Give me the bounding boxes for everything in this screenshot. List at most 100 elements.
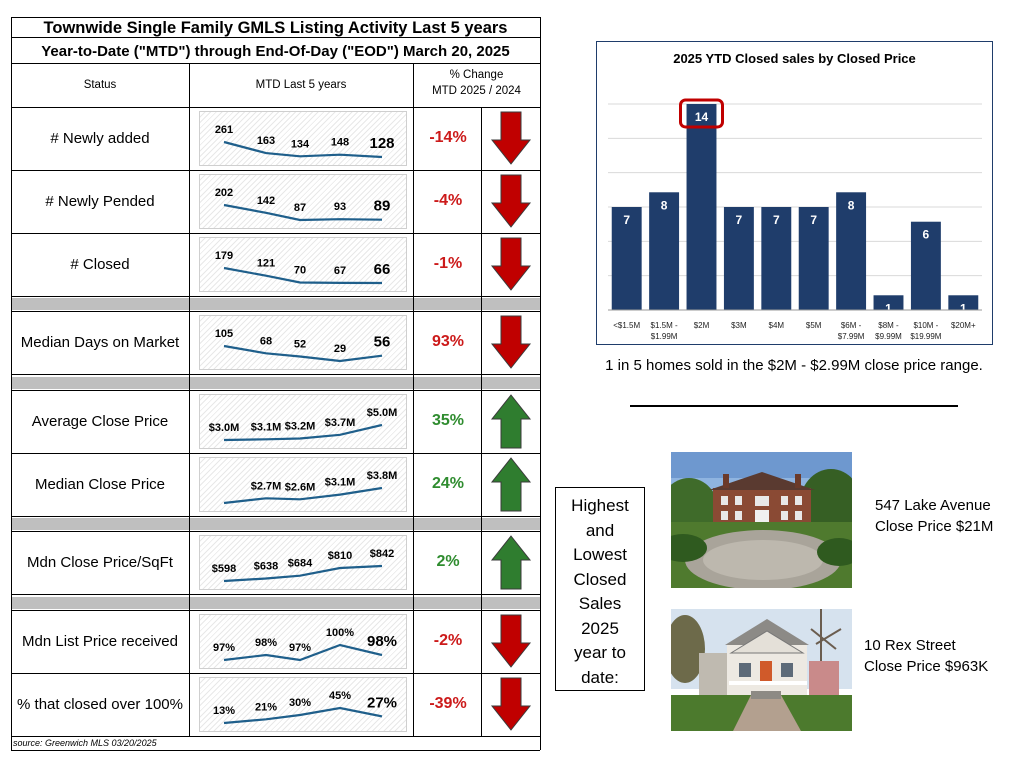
section-separator (11, 518, 540, 530)
lowest-price: Close Price $963K (864, 658, 989, 675)
table-rule (11, 311, 540, 312)
sparkline-trend (223, 643, 383, 662)
highlight-box-line: Sales (578, 594, 622, 613)
chart-bar (611, 207, 642, 310)
sparkline-value-label: 261 (215, 124, 233, 136)
up-arrow-icon (481, 390, 541, 453)
sparkline-value-label: $2.6M (285, 481, 316, 493)
sparkline-trend (223, 266, 383, 285)
sparkline: $3.0M $3.1M $3.2M $3.7M $5.0M (199, 394, 407, 449)
listing-activity-table: Townwide Single Family GMLS Listing Acti… (11, 17, 541, 751)
lowest-address: 10 Rex Street (864, 637, 956, 654)
down-arrow-icon (481, 233, 541, 296)
house-photo-highest (671, 452, 852, 588)
row-label: % that closed over 100% (17, 696, 183, 713)
table-rule (11, 594, 540, 595)
chart-data-label: 7 (773, 213, 780, 227)
chart-data-label: 6 (923, 228, 930, 242)
chart-category-label: $5M (806, 321, 822, 330)
table-rule (11, 296, 540, 297)
sparkline-value-label: 163 (257, 135, 275, 147)
sparkline-trend (223, 140, 383, 159)
table-rule (11, 107, 540, 108)
table-row: Median Days on Market 105 68 52 29 56 93% (11, 311, 540, 374)
sparkline-value-label: 67 (334, 265, 346, 277)
table-rule (11, 610, 540, 611)
chart-title: 2025 YTD Closed sales by Closed Price (673, 51, 916, 66)
highest-price: Close Price $21M (875, 518, 994, 535)
chart-bar (798, 207, 829, 310)
table-column-rule (11, 17, 12, 750)
sparkline-value-label: $638 (254, 561, 278, 573)
chart-highlight-marker (679, 98, 724, 129)
up-arrow-icon (481, 453, 541, 516)
sparkline: 13% 21% 30% 45% 27% (199, 677, 407, 732)
sparkline-value-label: $3.2M (285, 421, 316, 433)
row-label: Average Close Price (31, 413, 169, 430)
highlight-box-line: Lowest (573, 545, 627, 564)
sparkline-value-label: 93 (334, 201, 346, 213)
percent-change: -4% (433, 192, 463, 209)
sparkline-value-label: $684 (288, 558, 313, 570)
percent-change: -39% (429, 695, 467, 712)
table-row: Mdn Close Price/SqFt $598 $638 $684 $810 $842… (11, 531, 540, 594)
divider-rule (630, 405, 958, 407)
sparkline-value-label: $842 (370, 548, 394, 560)
highlight-box-line: date: (581, 667, 619, 687)
percent-change: 35% (431, 412, 465, 429)
chart-category-label: $1.5M -$1.99M (651, 321, 678, 341)
highest-lowest-label: Highest and Lowest Closed Sales 2025 year to da… (555, 487, 645, 691)
sparkline-value-label: 13% (213, 705, 235, 717)
chart-category-label: <$1.5M (613, 321, 640, 330)
sparkline-value-label: $3.7M (325, 417, 356, 429)
table-rule (11, 750, 540, 751)
chart-category-label: $4M (769, 321, 785, 330)
chart-bar (723, 207, 754, 310)
table-rule (11, 170, 540, 171)
chart-data-label: 7 (623, 213, 630, 227)
chart-data-label: 14 (695, 110, 709, 124)
table-rule (11, 63, 540, 64)
row-label: Median Days on Market (20, 334, 180, 351)
chart-bar (948, 295, 979, 310)
chart-data-label: 1 (885, 301, 892, 315)
sparkline: 97% 98% 97% 100% 98% (199, 614, 407, 669)
chart-bar (873, 295, 904, 310)
chart-data-label: 7 (736, 213, 743, 227)
section-separator (11, 377, 540, 389)
sparkline-value-label: $3.1M (251, 421, 282, 433)
percent-change: -14% (429, 129, 467, 146)
table-row: # Newly added 261 163 134 148 128 -14% (11, 107, 540, 170)
sparkline-value-label: 100% (326, 627, 354, 639)
sparkline-value-label: 29 (334, 343, 346, 355)
sparkline-value-label: $3.1M (325, 477, 356, 489)
table-column-rule (189, 63, 190, 736)
chart-category-label: $2M (694, 321, 710, 330)
sparkline-trend (223, 564, 383, 583)
sparkline-value-label: $2.7M (251, 480, 282, 492)
sparkline-value-label: 98% (255, 637, 277, 649)
sparkline: $598 $638 $684 $810 $842 (199, 535, 407, 590)
up-arrow-icon (481, 531, 541, 594)
table-column-rule (481, 107, 482, 736)
table-rule (11, 531, 540, 532)
highest-address: 547 Lake Avenue (875, 497, 991, 514)
chart-bar (686, 104, 717, 310)
sparkline-value-label: 30% (289, 697, 311, 709)
sparkline-trend (223, 423, 383, 442)
header-change-line2: MTD 2025 / 2024 (432, 85, 521, 97)
chart-bar (910, 221, 941, 310)
sparkline-value-label: 68 (260, 335, 272, 347)
table-rule (11, 673, 540, 674)
down-arrow-icon (481, 170, 541, 233)
sparkline-value-label: 21% (255, 701, 277, 713)
sparkline-value-label: 27% (367, 694, 397, 711)
sparkline-value-label: 66 (374, 261, 391, 278)
chart-data-label: 1 (960, 301, 967, 315)
section-separator (11, 298, 540, 310)
sparkline-value-label: $810 (328, 550, 352, 562)
chart-category-label: $20M+ (951, 321, 976, 330)
sparkline-value-label: $5.0M (367, 407, 398, 419)
row-label: # Closed (70, 256, 130, 273)
sparkline-value-label: 128 (369, 135, 394, 152)
